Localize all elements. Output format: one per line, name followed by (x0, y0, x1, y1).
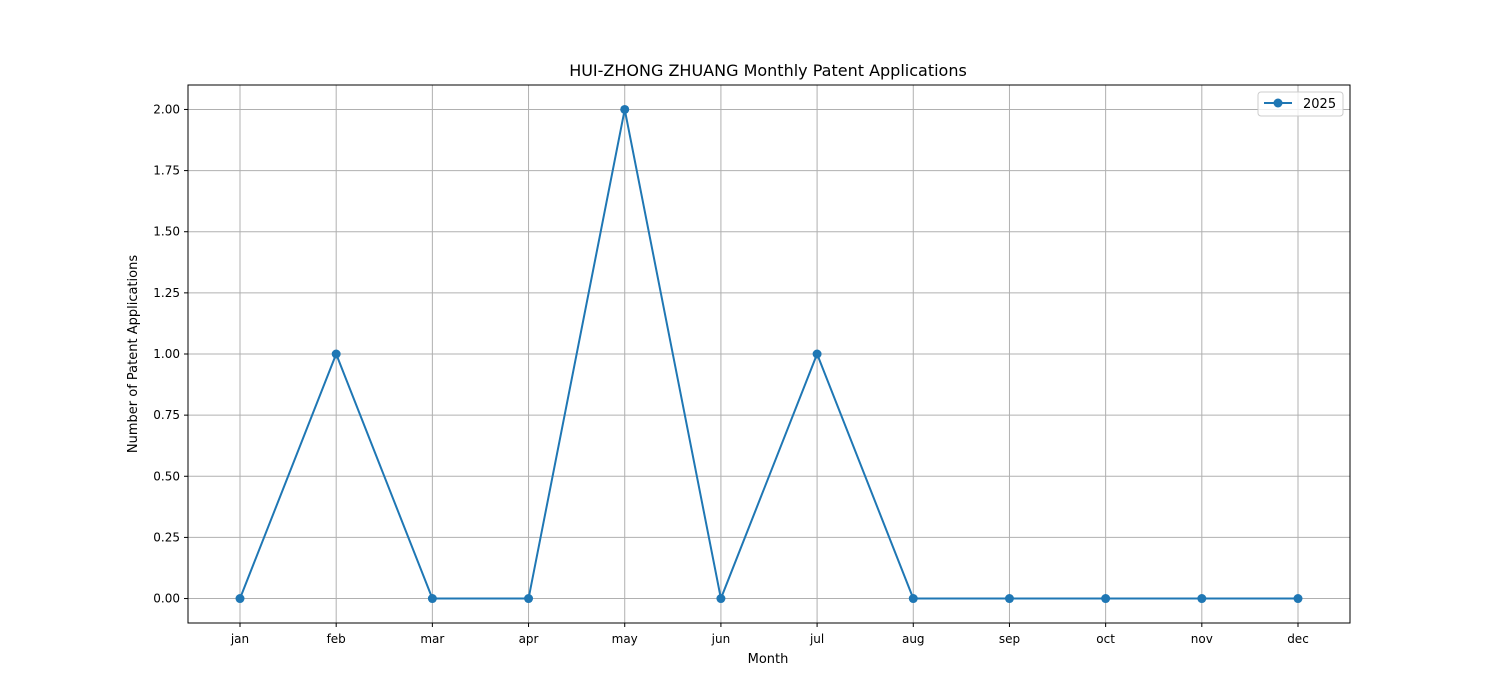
x-tick-label: sep (999, 632, 1020, 646)
y-axis-ticks: 0.00 0.25 0.50 0.75 1.00 1.25 1.50 1.75 2.00 (153, 102, 188, 605)
data-point (909, 594, 918, 603)
chart-title: HUI-ZHONG ZHUANG Monthly Patent Applicat… (569, 61, 967, 80)
y-tick-label: 1.00 (153, 347, 180, 361)
y-tick-label: 1.75 (153, 164, 180, 178)
x-tick-label: jan (230, 632, 249, 646)
x-tick-label: mar (420, 632, 444, 646)
data-point (1101, 594, 1110, 603)
data-point (813, 350, 822, 359)
legend-label: 2025 (1303, 97, 1336, 112)
x-tick-label: oct (1096, 632, 1115, 646)
legend-marker-swatch (1274, 99, 1283, 108)
x-tick-label: dec (1287, 632, 1309, 646)
data-point (1005, 594, 1014, 603)
data-point (1294, 594, 1303, 603)
y-tick-label: 0.75 (153, 408, 180, 422)
y-tick-label: 0.00 (153, 592, 180, 606)
legend: 2025 (1258, 92, 1343, 116)
y-axis-label: Number of Patent Applications (126, 255, 141, 453)
data-point (428, 594, 437, 603)
y-tick-label: 1.50 (153, 225, 180, 239)
x-axis-ticks: jan feb mar apr may jun jul aug sep oct nov dec (230, 623, 1309, 646)
y-tick-label: 0.25 (153, 530, 180, 544)
x-tick-label: may (612, 632, 638, 646)
x-tick-label: jul (809, 632, 824, 646)
y-tick-label: 0.50 (153, 469, 180, 483)
grid-lines (188, 85, 1350, 623)
x-tick-label: nov (1191, 632, 1213, 646)
data-point (236, 594, 245, 603)
x-tick-label: aug (902, 632, 925, 646)
data-point (1197, 594, 1206, 603)
x-axis-label: Month (748, 652, 789, 667)
x-tick-label: feb (327, 632, 346, 646)
data-point (524, 594, 533, 603)
x-tick-label: jun (711, 632, 731, 646)
y-tick-label: 2.00 (153, 102, 180, 116)
y-tick-label: 1.25 (153, 286, 180, 300)
data-point (716, 594, 725, 603)
x-tick-label: apr (519, 632, 539, 646)
data-point (332, 350, 341, 359)
data-point (620, 105, 629, 114)
